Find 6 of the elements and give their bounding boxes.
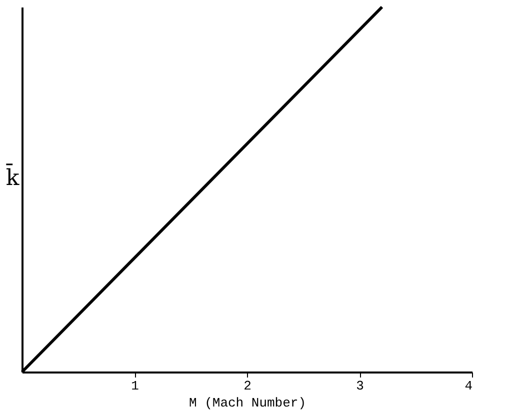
- y-axis-title: k̄: [6, 163, 20, 191]
- x-tick-label: 3: [356, 378, 364, 394]
- x-tick-label: 1: [131, 378, 140, 394]
- x-tick-label: 4: [464, 378, 473, 394]
- x-axis-title: M (Mach Number): [188, 396, 306, 410]
- x-tick-label: 2: [244, 378, 252, 394]
